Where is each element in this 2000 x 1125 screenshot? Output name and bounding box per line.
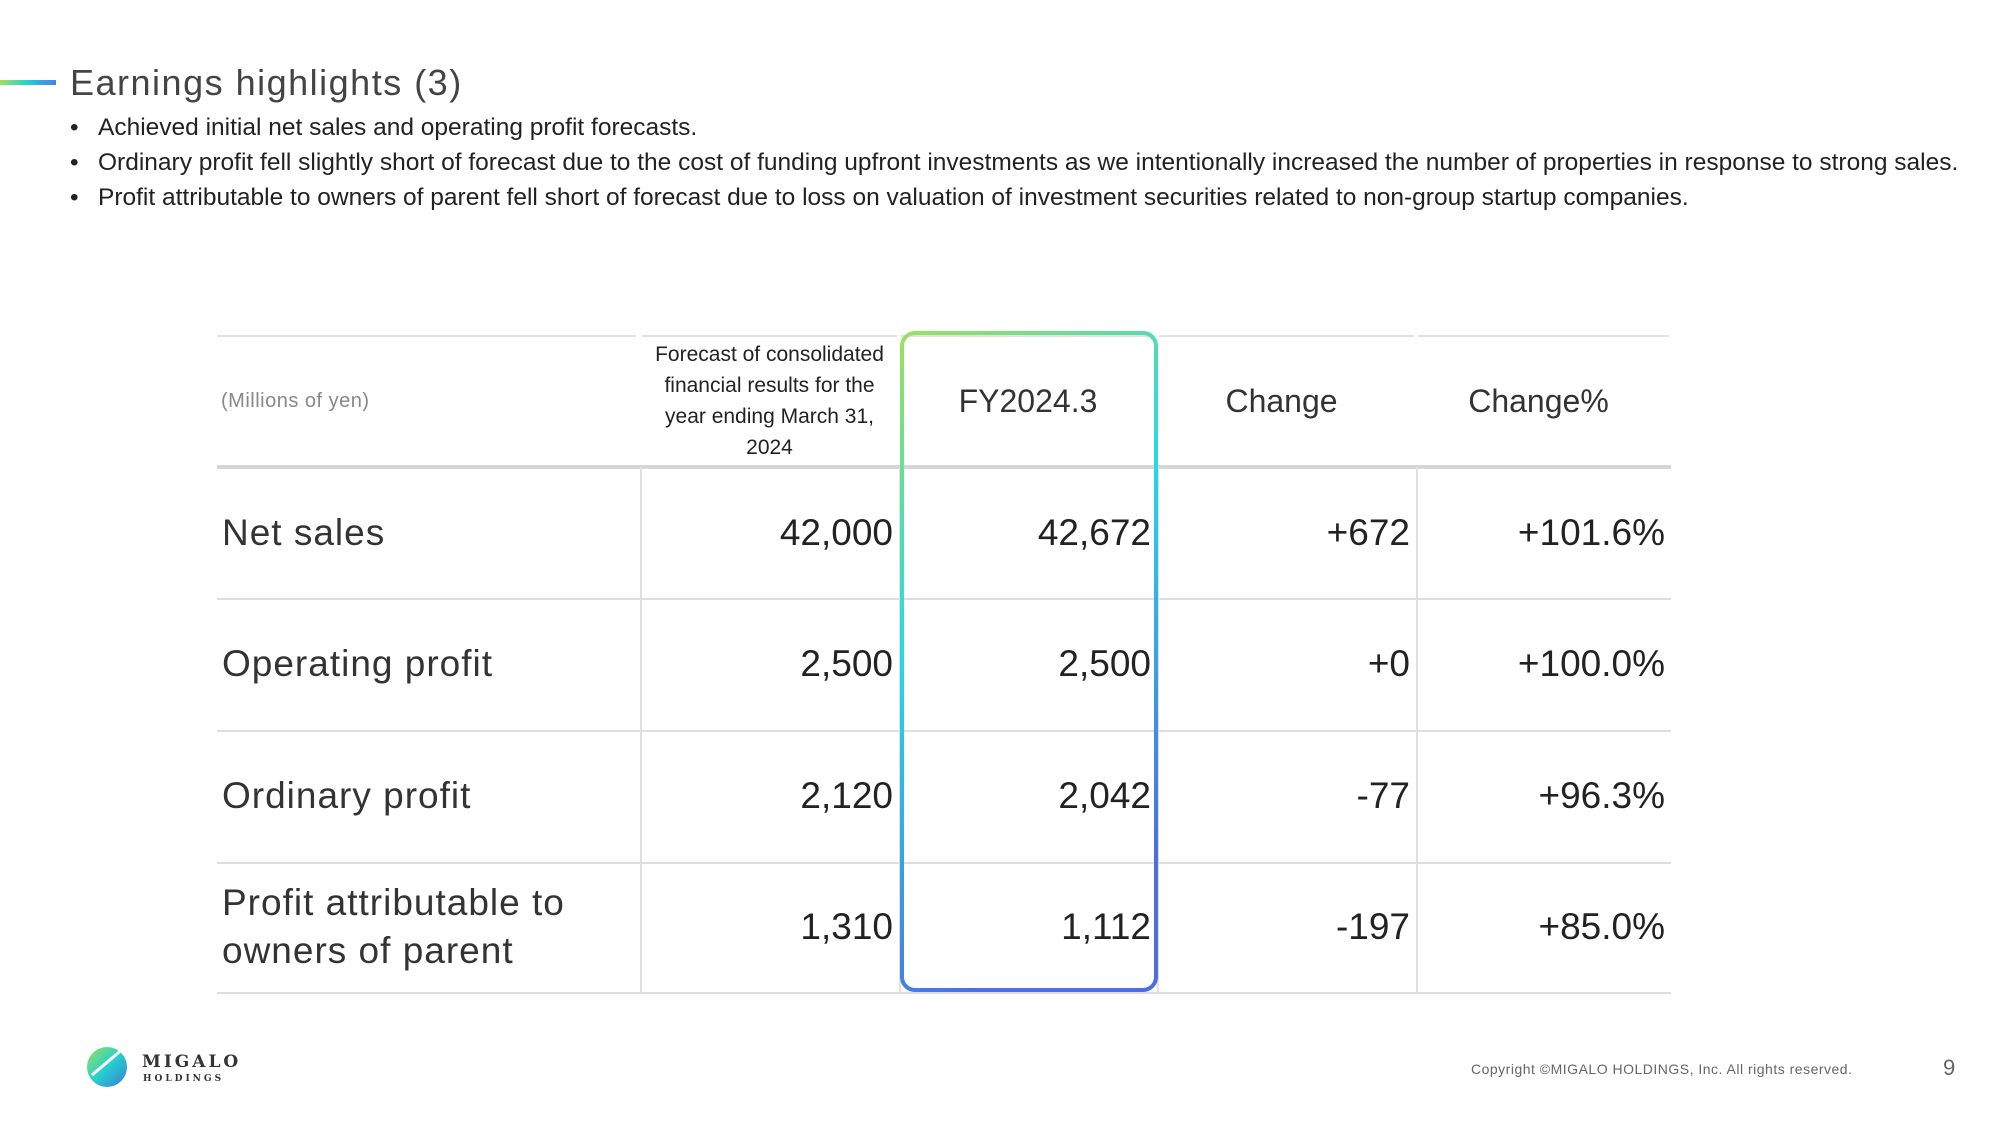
cell-value: +672: [1326, 511, 1410, 553]
column-rule: [640, 467, 642, 992]
row-label: Operating profit: [222, 643, 494, 684]
logo-swoosh: [91, 1044, 127, 1077]
row-label: Net sales: [222, 511, 386, 553]
slide-title: Earnings highlights (3): [70, 62, 463, 103]
cell-value: 2,120: [800, 775, 893, 816]
cell-value: 2,500: [800, 643, 893, 684]
row-label: Ordinary profit: [222, 775, 472, 816]
cell-value: +96.3%: [1538, 775, 1665, 816]
column-header: FY2024.3: [958, 382, 1098, 419]
bullet: Achieved initial net sales and operating…: [70, 110, 1960, 145]
cell-value: +101.6%: [1517, 511, 1665, 553]
cell-value: +0: [1367, 643, 1410, 684]
row-label: Profit attributable to owners of parent: [222, 882, 565, 971]
logo-mark: [87, 1047, 127, 1087]
bullet: Profit attributable to owners of parent …: [70, 180, 1960, 215]
cell-value: -77: [1356, 775, 1410, 816]
column-header: Forecast of consolidated financial resul…: [655, 343, 884, 459]
column-rule: [1416, 467, 1418, 992]
logo-text: MIGALO: [142, 1052, 242, 1072]
row-rule: [217, 992, 1671, 994]
logo-subtext: HOLDINGS: [143, 1074, 225, 1084]
cell-value: 42,000: [779, 511, 893, 553]
cell-value: 2,500: [1058, 643, 1151, 684]
title-accent: [0, 80, 56, 85]
copyright: Copyright ©MIGALO HOLDINGS, Inc. All rig…: [1471, 1061, 1853, 1077]
cell-value: -197: [1335, 906, 1410, 947]
header-top-rule: [1418, 335, 1669, 337]
bullet-list: Achieved initial net sales and operating…: [70, 110, 1960, 215]
cell-value: 1,310: [800, 906, 893, 947]
column-header: Change%: [1468, 382, 1609, 419]
unit-label: (Millions of yen): [221, 389, 370, 412]
header-top-rule: [642, 335, 897, 337]
cell-value: 42,672: [1037, 511, 1151, 553]
column-header: Change: [1225, 382, 1338, 419]
header-top-rule: [217, 335, 636, 337]
header-top-rule: [1159, 335, 1414, 337]
page-number: 9: [1943, 1055, 1956, 1080]
cell-value: +85.0%: [1538, 906, 1665, 947]
cell-value: 1,112: [1061, 906, 1151, 947]
column-rule: [1157, 467, 1159, 992]
cell-value: 2,042: [1058, 775, 1151, 816]
cell-value: +100.0%: [1517, 643, 1665, 684]
bullet: Ordinary profit fell slightly short of f…: [70, 145, 1960, 180]
